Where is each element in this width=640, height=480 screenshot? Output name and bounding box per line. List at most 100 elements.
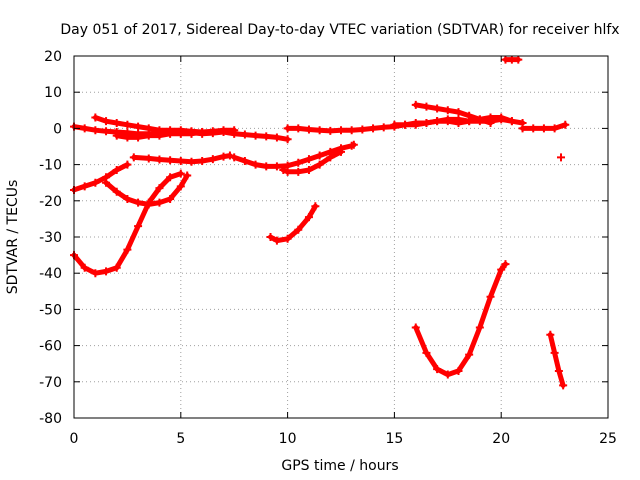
- data-point: [433, 365, 442, 374]
- data-point: [311, 202, 320, 211]
- data-point: [102, 127, 111, 136]
- data-point: [112, 187, 121, 196]
- data-point: [91, 269, 100, 278]
- data-point: [486, 113, 495, 122]
- data-point: [497, 113, 506, 122]
- data-point: [262, 132, 271, 141]
- data-point: [144, 124, 153, 133]
- x-tick-label: 10: [279, 431, 297, 447]
- y-tick-label: -40: [39, 266, 62, 282]
- data-point: [443, 106, 452, 115]
- data-point: [337, 147, 345, 156]
- data-point: [272, 236, 281, 245]
- data-point: [112, 263, 121, 272]
- data-point: [80, 263, 89, 272]
- data-point: [166, 173, 175, 182]
- data-point: [272, 162, 281, 171]
- x-tick-label: 15: [385, 431, 403, 447]
- data-point: [497, 265, 506, 274]
- data-point: [123, 160, 132, 169]
- data-point: [422, 348, 431, 357]
- data-point: [91, 113, 100, 122]
- data-point: [251, 160, 260, 169]
- data-point: [166, 156, 175, 165]
- data-point: [102, 117, 111, 126]
- data-point: [187, 157, 196, 166]
- data-point: [443, 370, 452, 379]
- data-point: [294, 167, 303, 176]
- data-point: [272, 133, 281, 142]
- data-point: [198, 128, 207, 137]
- data-point: [176, 156, 185, 165]
- data-point: [411, 100, 420, 109]
- data-point: [326, 126, 335, 135]
- tick-marks: [73, 55, 609, 419]
- data-point: [123, 133, 132, 142]
- data-point: [102, 178, 111, 187]
- data-point: [91, 126, 100, 135]
- data-point: [304, 155, 313, 164]
- data-point: [283, 234, 292, 243]
- data-point: [422, 102, 431, 111]
- data-point: [198, 156, 207, 165]
- data-point: [176, 169, 185, 178]
- data-point: [550, 348, 559, 357]
- series-arc-3: [112, 128, 207, 142]
- data-point: [550, 124, 559, 133]
- data-point: [454, 366, 463, 375]
- data-point: [294, 158, 303, 167]
- data-point: [315, 160, 324, 169]
- data-point: [443, 115, 452, 124]
- data-point: [379, 123, 388, 132]
- data-point: [144, 198, 153, 207]
- data-point: [123, 194, 132, 203]
- data-point: [176, 182, 185, 191]
- data-point: [294, 124, 303, 133]
- series-arc-16: [557, 153, 566, 162]
- data-point: [559, 381, 568, 390]
- series-trace: [131, 153, 233, 165]
- data-point: [501, 260, 510, 269]
- data-point: [134, 198, 143, 207]
- data-point: [347, 126, 356, 135]
- data-point: [304, 166, 313, 175]
- data-point: [262, 162, 271, 171]
- data-point: [112, 166, 121, 175]
- data-point: [183, 171, 192, 180]
- data-point: [144, 131, 153, 140]
- x-tick-label: 0: [70, 431, 79, 447]
- series-arc-6: [70, 169, 185, 278]
- y-tick-label: 0: [53, 121, 62, 137]
- series-arc-14: [518, 120, 570, 133]
- series-trace: [547, 332, 566, 388]
- chart-title: Day 051 of 2017, Sidereal Day-to-day VTE…: [60, 22, 619, 38]
- data-point: [304, 213, 313, 222]
- data-point: [240, 130, 249, 139]
- series-arc-17: [411, 260, 510, 379]
- data-point: [266, 233, 275, 241]
- data-point: [283, 135, 292, 144]
- series-arc-10: [266, 202, 320, 245]
- data-point: [91, 178, 100, 187]
- data-point: [155, 198, 164, 207]
- data-point: [554, 366, 563, 375]
- data-point: [166, 129, 175, 138]
- data-point: [112, 131, 121, 140]
- series-arc-18: [546, 330, 568, 390]
- data-point: [294, 225, 303, 234]
- data-points: [70, 55, 570, 390]
- data-point: [155, 155, 164, 164]
- data-point: [454, 108, 463, 117]
- data-point: [369, 124, 378, 133]
- data-point: [337, 126, 345, 135]
- y-tick-label: 20: [44, 49, 62, 65]
- y-tick-label: -20: [39, 194, 62, 210]
- data-point: [486, 292, 495, 301]
- x-tick-label: 5: [176, 431, 185, 447]
- data-point: [80, 124, 89, 133]
- data-point: [129, 153, 138, 162]
- data-point: [134, 122, 143, 131]
- data-point: [283, 124, 292, 133]
